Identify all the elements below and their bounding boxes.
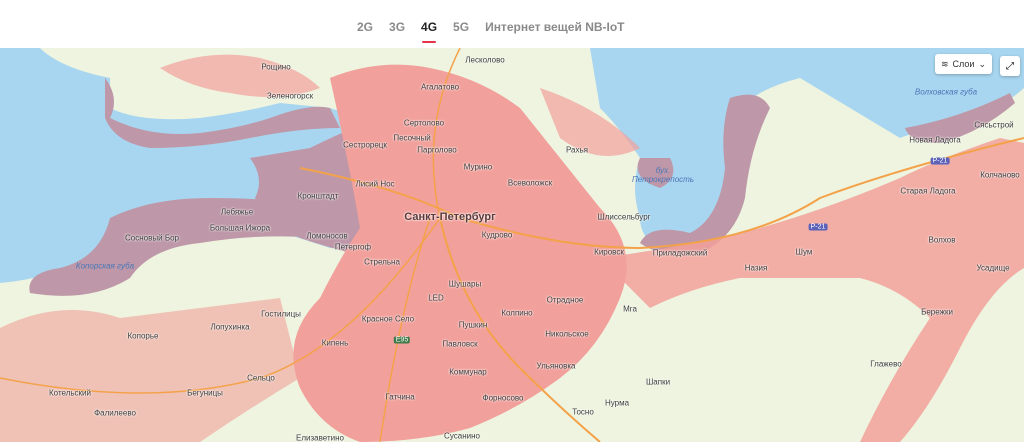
place-label: Пушкин — [458, 320, 488, 330]
place-label: Тосно — [572, 407, 594, 417]
place-label: Красное Село — [361, 314, 415, 324]
place-label: Ломоносов — [306, 231, 348, 241]
place-label: Гатчина — [385, 392, 415, 402]
coverage-east-corridor — [600, 138, 1024, 442]
expand-button[interactable]: ⤢ — [1000, 56, 1020, 76]
place-label: Приладожский — [652, 248, 708, 258]
place-label: Стрельна — [364, 257, 400, 267]
road — [432, 48, 461, 219]
place-label: Мга — [623, 304, 637, 314]
ladoga-coverage — [637, 93, 1015, 255]
layers-label: Слои — [952, 59, 975, 69]
place-label: Шапки — [645, 377, 671, 387]
place-label: Лебяжье — [220, 207, 254, 217]
tab-2g[interactable]: 2G — [357, 20, 374, 34]
place-label: Кудрово — [481, 230, 513, 240]
tab-5g[interactable]: 5G — [453, 20, 470, 34]
gulf-coverage-south — [29, 198, 320, 296]
place-label: Лисий Нос — [355, 179, 395, 189]
water-label: бух. Петрокрепость — [631, 166, 695, 184]
place-label: Колчаново — [980, 170, 1020, 180]
tab-nb-iot[interactable]: Интернет вещей NB-IoT — [485, 20, 625, 34]
place-label: Новая Ладога — [909, 135, 961, 145]
place-label: Кипень — [321, 338, 349, 348]
place-label: Сосновый Бор — [125, 233, 179, 243]
road-shield: Р-21 — [808, 223, 828, 231]
place-label: Павловск — [442, 339, 478, 349]
place-label: Назия — [744, 263, 768, 273]
expand-icon: ⤢ — [1006, 60, 1014, 72]
place-label: Сясьстрой — [974, 120, 1014, 130]
water-label: Копорская губа — [75, 261, 135, 271]
place-label: Копорье — [127, 331, 159, 341]
place-label: Рощино — [261, 62, 291, 72]
place-label: Кировск — [594, 247, 624, 257]
place-label: Шлиссельбург — [597, 212, 651, 222]
place-label: Фалилеево — [94, 408, 136, 418]
place-label: Глажево — [870, 359, 902, 369]
place-label: Песочный — [393, 133, 431, 143]
place-label: Шум — [795, 247, 813, 257]
road-shield: E95 — [393, 336, 411, 344]
place-label: Бережки — [921, 307, 953, 317]
coverage-north — [160, 54, 640, 156]
place-label: Сертолово — [403, 118, 445, 128]
tab-3g[interactable]: 3G — [389, 20, 406, 34]
place-label: Кронштадт — [297, 191, 339, 201]
place-label: Лесколово — [465, 55, 505, 65]
network-tabs-header: 2G 3G 4G 5G Интернет вещей NB-IoT — [0, 0, 1024, 48]
place-label: Усадище — [976, 263, 1010, 273]
place-label: Нурма — [604, 398, 630, 408]
map-canvas — [0, 48, 1024, 442]
place-label: Волхов — [928, 235, 956, 245]
place-label: Сусанино — [444, 431, 480, 441]
place-label: Большая Ижора — [209, 223, 271, 233]
lake-ladoga — [590, 48, 1024, 248]
road — [0, 217, 441, 394]
place-label: Форносово — [482, 393, 524, 403]
coverage-map[interactable]: ≋ Слои ⌄ ⤢ Санкт-Петербург Рощино Зеленого… — [0, 48, 1024, 442]
water-label: Волховская губа — [914, 87, 978, 97]
place-label: Сестрорецк — [343, 140, 387, 150]
place-label: Котельский — [49, 388, 91, 398]
gulf-coverage-north — [105, 78, 340, 148]
place-label: Шушары — [448, 279, 482, 289]
place-label: Лопухинка — [210, 322, 250, 332]
city-label-main: Санкт-Петербург — [404, 211, 496, 223]
place-label: LED — [428, 293, 444, 303]
road — [439, 217, 601, 442]
layers-icon: ≋ — [941, 58, 949, 69]
place-label: Петергоф — [334, 242, 372, 252]
network-tabs: 2G 3G 4G 5G Интернет вещей NB-IoT — [357, 20, 641, 43]
place-label: Зеленогорск — [266, 91, 314, 101]
place-label: Старая Ладога — [900, 186, 956, 196]
place-label: Агалатово — [420, 82, 460, 92]
layers-button[interactable]: ≋ Слои ⌄ — [935, 54, 992, 74]
road — [299, 137, 1024, 250]
place-label: Отрадное — [546, 295, 584, 305]
place-label: Ульяновка — [536, 361, 576, 371]
place-label: Коммунар — [449, 367, 487, 377]
tab-4g[interactable]: 4G — [421, 20, 438, 43]
place-label: Парголово — [417, 145, 457, 155]
place-label: Бегуницы — [187, 388, 223, 398]
coverage-southwest — [0, 298, 300, 442]
place-label: Мурино — [463, 162, 493, 172]
place-label: Колпино — [501, 308, 533, 318]
place-label: Гостилицы — [261, 309, 301, 319]
place-label: Сельцо — [247, 373, 275, 383]
road — [379, 217, 431, 442]
place-label: Елизаветино — [296, 433, 344, 442]
road-shield: Р-21 — [930, 157, 950, 165]
place-label: Рахья — [565, 145, 589, 155]
coverage-spb — [293, 64, 627, 442]
chevron-down-icon: ⌄ — [978, 58, 986, 69]
place-label: Всеволожск — [507, 178, 553, 188]
place-label: Никольское — [545, 329, 589, 339]
